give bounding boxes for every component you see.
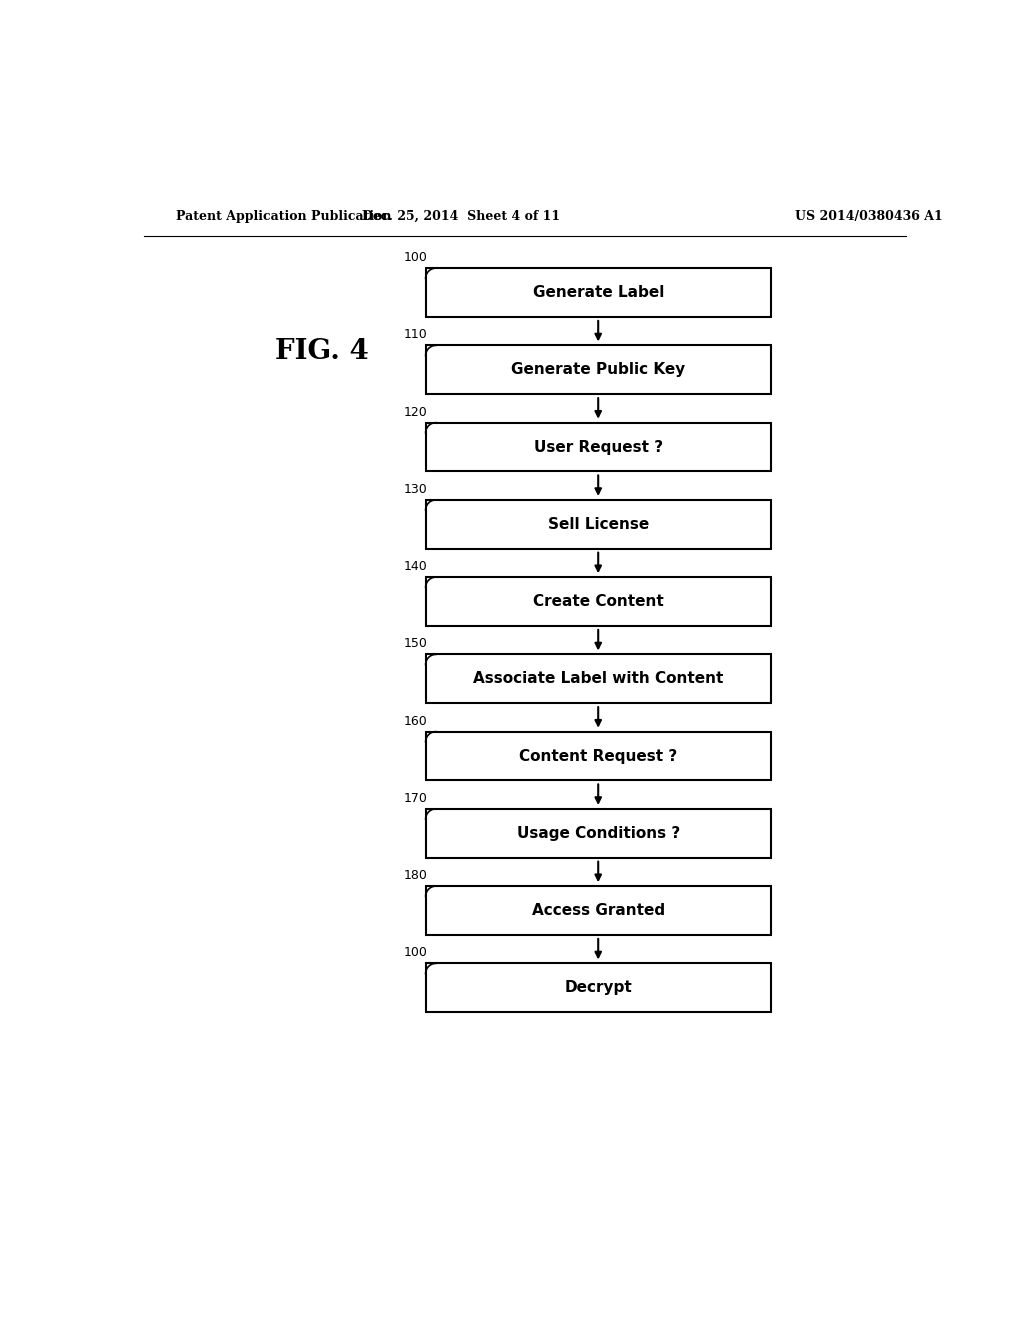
Text: 170: 170	[403, 792, 427, 805]
Text: Sell License: Sell License	[548, 517, 649, 532]
Text: 100: 100	[403, 946, 427, 960]
Text: FIG. 4: FIG. 4	[274, 338, 369, 366]
Text: Content Request ?: Content Request ?	[519, 748, 677, 763]
Text: Patent Application Publication: Patent Application Publication	[176, 210, 391, 223]
Text: Usage Conditions ?: Usage Conditions ?	[516, 826, 680, 841]
Text: User Request ?: User Request ?	[534, 440, 663, 454]
Bar	[426, 268, 771, 317]
Text: Associate Label with Content: Associate Label with Content	[473, 672, 723, 686]
Text: 120: 120	[403, 405, 427, 418]
Text: 180: 180	[403, 869, 427, 882]
Text: 130: 130	[403, 483, 427, 496]
Text: 160: 160	[403, 714, 427, 727]
Bar	[426, 577, 771, 626]
Text: Generate Public Key: Generate Public Key	[511, 362, 685, 378]
Text: US 2014/0380436 A1: US 2014/0380436 A1	[795, 210, 942, 223]
Text: Decrypt: Decrypt	[564, 981, 632, 995]
Bar	[426, 655, 771, 704]
Bar	[426, 964, 771, 1012]
Text: Dec. 25, 2014  Sheet 4 of 11: Dec. 25, 2014 Sheet 4 of 11	[362, 210, 560, 223]
Text: 110: 110	[403, 329, 427, 342]
Text: 140: 140	[403, 560, 427, 573]
Text: Generate Label: Generate Label	[532, 285, 664, 300]
Text: 100: 100	[403, 251, 427, 264]
Bar	[426, 886, 771, 935]
Text: Create Content: Create Content	[532, 594, 664, 609]
Bar	[426, 500, 771, 549]
Bar	[426, 346, 771, 395]
Text: 150: 150	[403, 638, 427, 651]
Bar	[426, 422, 771, 471]
Bar	[426, 809, 771, 858]
Bar	[426, 731, 771, 780]
Text: Access Granted: Access Granted	[531, 903, 665, 917]
